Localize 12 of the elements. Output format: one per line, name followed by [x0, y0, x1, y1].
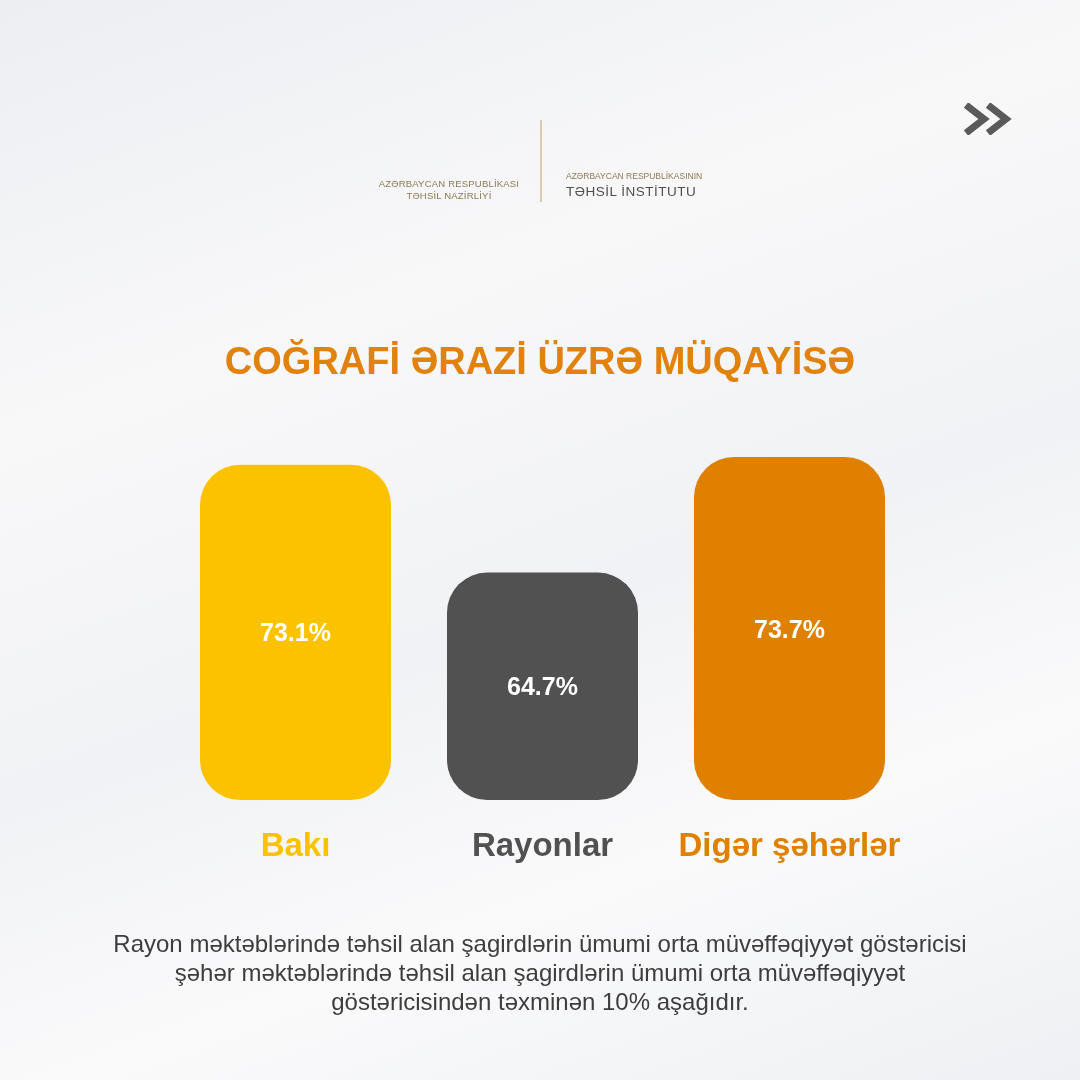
chart-title: COĞRAFİ ƏRAZİ ÜZRƏ MÜQAYİSƏ [223, 340, 857, 383]
text: AZƏRBAYCAN RESPUBLİKASI [377, 178, 521, 190]
text: AZƏRBAYCAN RESPUBLİKASININ [566, 171, 704, 182]
x-tick-label: Digər şəhərlər [678, 826, 901, 863]
data-label: 64.7% [507, 672, 578, 701]
data-label: 73.1% [260, 618, 331, 647]
text: TƏHSİL NAZİRLİYİ [405, 190, 493, 202]
x-tick-label: Bakı [260, 826, 331, 863]
x-tick-label: Rayonlar [471, 826, 614, 863]
data-label: 73.7% [754, 614, 825, 643]
text: Rayon məktəblərində təhsil alan şagirdlərin ümumi orta müvəffəqiyyət göstəricisi şəhər məktəblərində təhsil alan şagirdlərin ümumi orta müvəffəqiyyət göstəricisindən təxminən 10% aşağıdır. [112, 930, 968, 1017]
text: TƏHSİL İNSTİTUTU [566, 184, 698, 200]
